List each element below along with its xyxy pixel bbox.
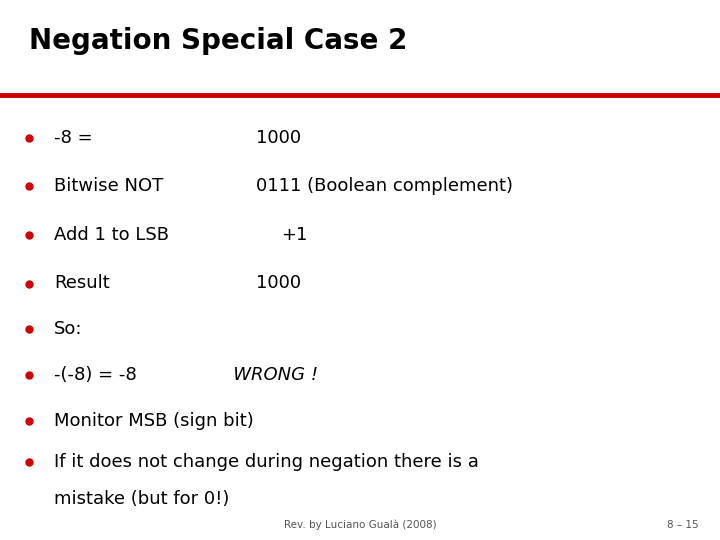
Text: 8 – 15: 8 – 15: [667, 520, 698, 530]
Text: 0111 (Boolean complement): 0111 (Boolean complement): [256, 177, 513, 195]
Text: WRONG !: WRONG !: [216, 366, 318, 384]
Text: Rev. by Luciano Gualà (2008): Rev. by Luciano Gualà (2008): [284, 520, 436, 530]
Text: Add 1 to LSB: Add 1 to LSB: [54, 226, 169, 244]
Text: Negation Special Case 2: Negation Special Case 2: [29, 27, 408, 55]
Text: 1000: 1000: [256, 129, 301, 147]
Text: +1: +1: [281, 226, 307, 244]
Text: mistake (but for 0!): mistake (but for 0!): [54, 490, 230, 509]
Text: -(-8) = -8: -(-8) = -8: [54, 366, 137, 384]
Text: So:: So:: [54, 320, 83, 339]
Text: If it does not change during negation there is a: If it does not change during negation th…: [54, 453, 479, 471]
Text: -8 =: -8 =: [54, 129, 93, 147]
Text: Monitor MSB (sign bit): Monitor MSB (sign bit): [54, 412, 253, 430]
Text: 1000: 1000: [256, 274, 301, 293]
Text: Bitwise NOT: Bitwise NOT: [54, 177, 163, 195]
Text: Result: Result: [54, 274, 109, 293]
